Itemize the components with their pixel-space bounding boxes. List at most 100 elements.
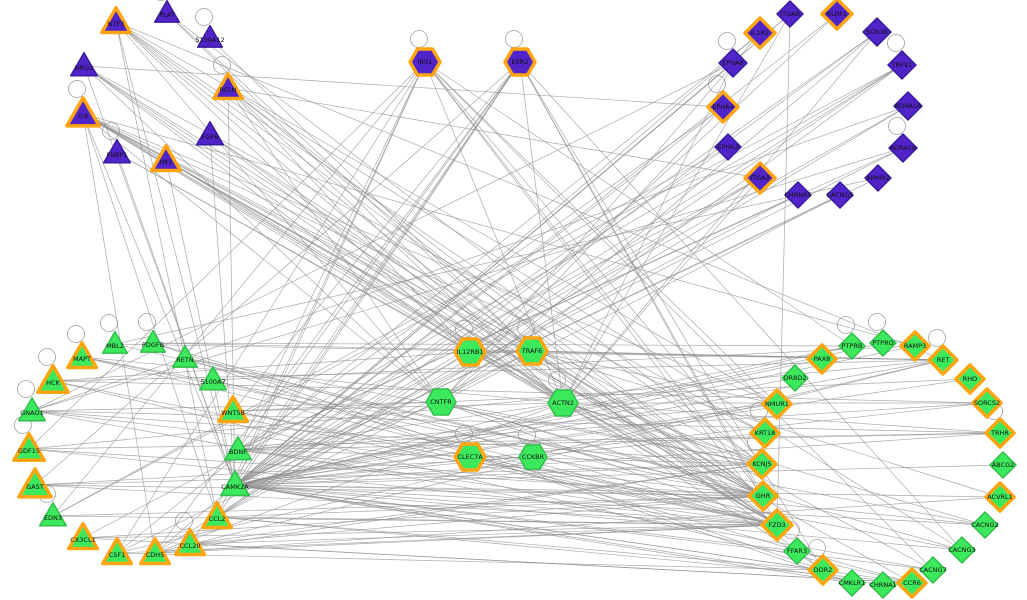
node-CNTFR[interactable] [425, 388, 457, 416]
node-CACNG5[interactable] [826, 181, 854, 209]
node-RET[interactable] [927, 344, 959, 376]
node-CX3CL1[interactable] [67, 522, 100, 551]
node-ADRA1A[interactable] [893, 91, 923, 121]
self-loop-RELN [213, 56, 231, 74]
node-NMUR1[interactable] [761, 388, 793, 420]
edge-CDH5-ACVRL1 [154, 496, 1001, 554]
edge-ESR2-CAMK2A [234, 61, 521, 486]
node-CAMK2A[interactable] [220, 470, 251, 497]
edge-CSF1-TRAF6 [116, 350, 533, 554]
node-TRHR[interactable] [984, 417, 1016, 449]
node-IL1R2[interactable] [743, 16, 777, 50]
node-RETN[interactable] [171, 344, 199, 368]
node-FNBP1[interactable] [102, 138, 132, 164]
node-ACTN2[interactable] [547, 389, 579, 417]
edge-ESR2-CCL20 [189, 61, 521, 545]
node-FFAR3[interactable] [783, 537, 811, 565]
node-NTF3[interactable] [100, 6, 133, 35]
node-KCNJ5[interactable] [746, 448, 778, 480]
edge-GNAO1-KCNJ5 [31, 410, 763, 465]
node-SORCS2[interactable] [971, 387, 1003, 419]
node-PDGFB[interactable] [139, 329, 167, 353]
node-NRG1[interactable] [69, 51, 99, 77]
node-WNT5B[interactable] [217, 395, 250, 424]
node-FGF6[interactable] [195, 120, 225, 146]
edge-IL1R2-CAMK2A [234, 32, 761, 486]
node-CCL2[interactable] [201, 501, 234, 530]
node-RELN[interactable] [212, 72, 245, 101]
node-CCR6[interactable] [896, 567, 928, 599]
node-ACVRL1[interactable] [984, 481, 1016, 513]
node-PAX8[interactable] [806, 343, 838, 375]
edge-CDH5-FZD3 [154, 524, 778, 554]
node-CDH5[interactable] [139, 537, 172, 566]
node-BDNF[interactable] [223, 435, 253, 461]
node-CCKBR[interactable] [518, 444, 548, 470]
node-CACNG3[interactable] [948, 536, 976, 564]
node-CHRNA1[interactable] [869, 571, 897, 599]
node-CSF1[interactable] [101, 537, 134, 566]
edge-MAPT-GHR [81, 356, 764, 497]
node-MAPT[interactable] [66, 341, 99, 370]
edge-TRAF6-GHR [531, 350, 764, 497]
node-IRS1[interactable] [408, 47, 442, 77]
node-KRT18[interactable] [749, 417, 781, 449]
edge-ADRA1B-CAMK2A [234, 147, 904, 486]
node-IL12RB1[interactable] [453, 337, 487, 367]
node-OR8D2[interactable] [781, 364, 809, 392]
edge-ESR2-FZD3 [519, 61, 778, 526]
self-loop-MBL2 [100, 314, 118, 332]
node-EPHA4[interactable] [706, 90, 740, 124]
edge-CAMK2A-FFAR3 [234, 484, 798, 552]
node-CACNG2[interactable] [971, 511, 999, 539]
node-AMHR2[interactable] [864, 164, 892, 192]
node-TRAF6[interactable] [515, 336, 549, 366]
node-ABCG2[interactable] [989, 451, 1017, 479]
node-CCL20[interactable] [174, 528, 207, 557]
node-ITGA8[interactable] [776, 0, 804, 28]
edge-ADRA1A-CAMK2A [234, 105, 909, 486]
edge-CLEC7A-CCR6 [469, 456, 913, 584]
node-PTPRB[interactable] [838, 332, 866, 360]
edge-ITGA3-CDH5 [154, 177, 761, 554]
node-GDF15[interactable] [12, 432, 46, 462]
node-CACNG7[interactable] [919, 556, 947, 584]
node-DDR2[interactable] [807, 554, 839, 586]
node-MBL2[interactable] [101, 330, 129, 354]
edge-IL12RB1-KCNJ5 [469, 351, 763, 465]
node-S100A7[interactable] [198, 365, 228, 391]
node-ADRA1B[interactable] [888, 133, 918, 163]
node-PTPRO[interactable] [869, 329, 897, 357]
node-EPHA3[interactable] [714, 133, 742, 161]
node-CMKLR1[interactable] [838, 569, 866, 597]
self-loop-PDGFB [138, 313, 156, 331]
self-loop-HCK [38, 348, 56, 366]
node-ESR2[interactable] [503, 47, 537, 77]
node-TRPV1[interactable] [887, 50, 917, 80]
node-CHRNA5[interactable] [784, 181, 812, 209]
node-EDN3[interactable] [38, 501, 68, 527]
node-HCK[interactable] [36, 364, 70, 394]
edge-GDF15-TRHR [28, 432, 1001, 450]
node-KLRF1[interactable] [820, 0, 854, 31]
edge-TRAF6-NMUR1 [531, 350, 778, 405]
node-RAMP3[interactable] [899, 330, 931, 362]
edge-IL9-KRT18 [82, 113, 766, 434]
edge-ESR2-WNT5B [232, 61, 521, 412]
node-IL9[interactable] [65, 96, 101, 128]
node-GHR[interactable] [747, 480, 779, 512]
node-S100A12[interactable] [196, 24, 224, 48]
node-EPHA8[interactable] [718, 48, 748, 78]
node-GAST[interactable] [17, 467, 53, 499]
edge-ESR2-ACTN2 [519, 61, 564, 404]
node-RHO[interactable] [954, 363, 986, 395]
node-FZD3[interactable] [760, 508, 794, 542]
node-HK1[interactable] [150, 144, 183, 173]
node-GNAO1[interactable] [17, 396, 47, 422]
node-CLEC7A[interactable] [453, 442, 487, 472]
edge-TRAF6-RET [531, 350, 944, 361]
node-ITGA3[interactable] [743, 161, 777, 195]
node-SCN3B[interactable] [862, 17, 892, 47]
node-PLAT[interactable] [153, 0, 181, 23]
